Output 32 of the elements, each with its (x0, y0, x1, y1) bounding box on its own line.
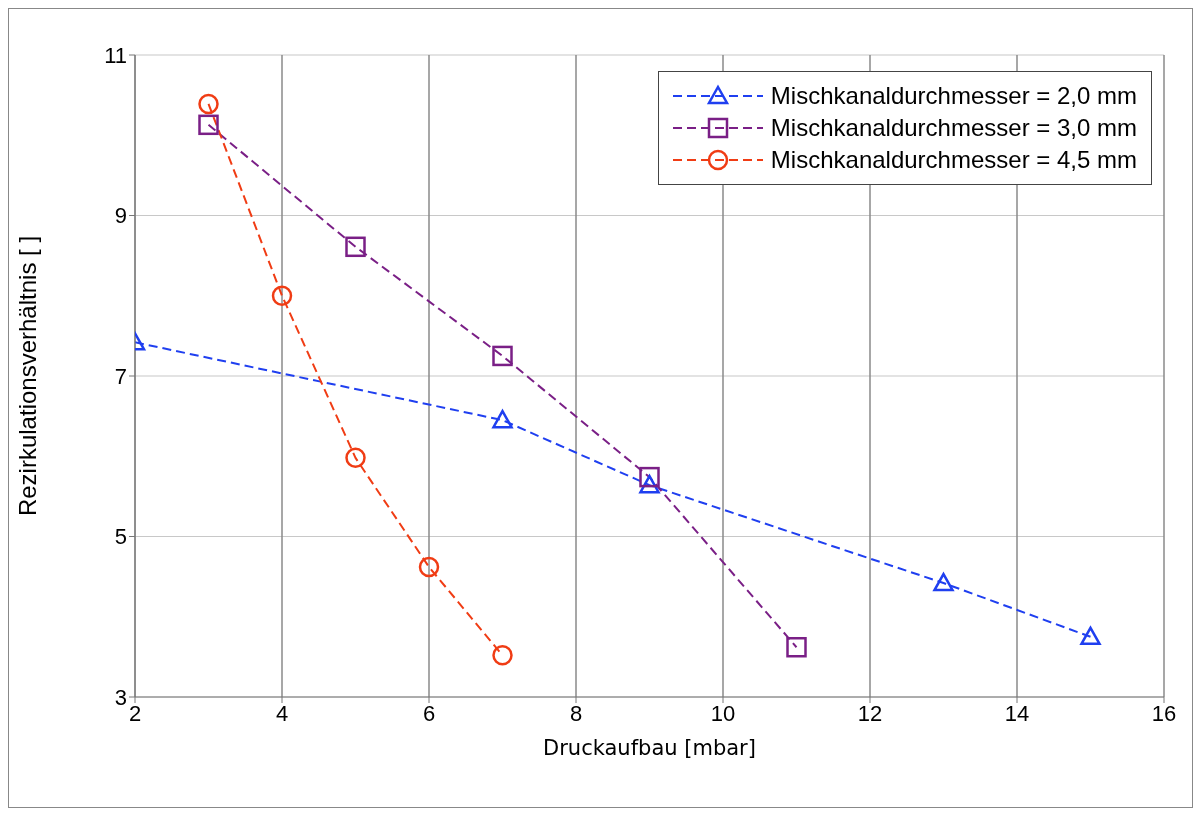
point (492, 645, 513, 666)
y-axis-title: Rezirkulationsverhältnis [ ] (13, 235, 41, 517)
x-tick-label: 8 (569, 700, 583, 726)
point (271, 285, 293, 306)
x-tick-label: 14 (1004, 700, 1030, 726)
point (1080, 626, 1101, 646)
point (345, 236, 366, 258)
x-tick-label: 4 (275, 700, 289, 726)
x-axis-title: Druckaufbau [mbar] (543, 736, 756, 760)
point (345, 447, 366, 469)
point (492, 409, 513, 429)
point (198, 114, 219, 136)
legend-label: Mischkanaldurchmesser = 2,0 mm (770, 82, 1137, 110)
point (198, 93, 219, 115)
point (786, 637, 807, 658)
point (639, 466, 660, 488)
x-tick-label: 12 (857, 700, 883, 726)
y-tick-label: 11 (104, 42, 127, 68)
y-tick-label: 7 (114, 363, 127, 389)
point (639, 474, 660, 494)
y-tick-label: 5 (114, 524, 127, 550)
point (418, 556, 440, 578)
y-tick-label: 9 (114, 203, 127, 229)
legend-label: Mischkanaldurchmesser = 4,5 mm (770, 146, 1137, 174)
x-tick-label: 10 (710, 700, 736, 726)
x-tick-label: 2 (128, 700, 142, 726)
y-tick-label: 3 (114, 684, 127, 710)
x-tick-label: 16 (1151, 700, 1177, 726)
x-tick-label: 6 (422, 700, 436, 726)
point (492, 345, 513, 367)
legend-label: Mischkanaldurchmesser = 3,0 mm (770, 114, 1137, 142)
point (933, 572, 954, 592)
